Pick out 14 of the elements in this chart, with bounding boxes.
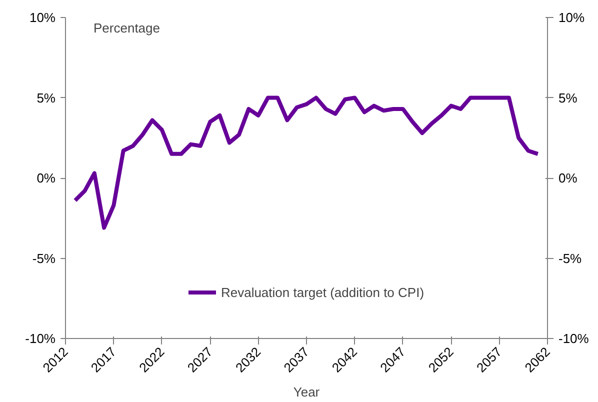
x-axis-title: Year bbox=[293, 384, 320, 400]
y-tick-label: -10% bbox=[25, 331, 56, 346]
y2-tick-label: 0% bbox=[558, 170, 578, 186]
y-axis-title: Percentage bbox=[94, 20, 160, 36]
y2-tick-label: 10% bbox=[558, 10, 585, 25]
y2-tick-label: -5% bbox=[558, 250, 582, 266]
y-tick-label: -5% bbox=[32, 250, 56, 266]
y2-tick-label: -10% bbox=[558, 331, 590, 346]
y2-tick-label: 5% bbox=[558, 90, 578, 106]
y-tick-label: 0% bbox=[36, 170, 56, 186]
line-series bbox=[73, 96, 540, 230]
y-tick-label: 10% bbox=[29, 10, 56, 25]
y-tick-label: 5% bbox=[36, 90, 56, 106]
legend-label: Revaluation target (addition to CPI) bbox=[220, 284, 424, 300]
